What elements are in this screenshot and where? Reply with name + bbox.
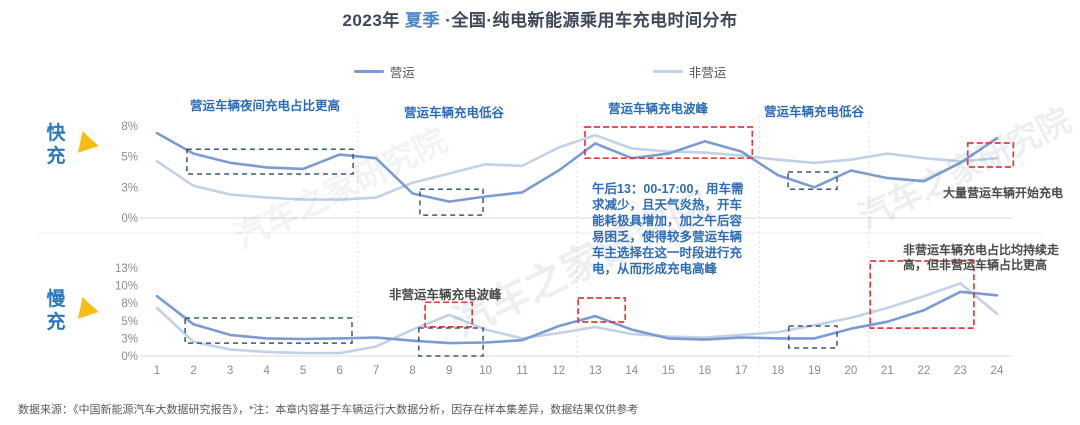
- annotation-fast-valley-1: 营运车辆充电低谷: [404, 106, 505, 120]
- x-axis-label: 15: [662, 365, 675, 377]
- data-source-note: 数据来源：《中国新能源汽车大数据研究报告》，*注：本章内容基于车辆运行大数据分析…: [18, 404, 639, 416]
- x-axis-label: 2: [190, 365, 196, 377]
- highlight-box-navy: [787, 171, 838, 190]
- highlight-box-red: [577, 297, 627, 323]
- x-axis-label: 22: [918, 365, 931, 377]
- x-axis-label: 10: [479, 365, 492, 377]
- title-season: 夏季: [405, 11, 440, 30]
- legend-item-operating: 营运: [353, 62, 415, 81]
- y-axis-tick-label: 8%: [121, 298, 138, 310]
- y-axis-tick-label: 0%: [121, 351, 138, 363]
- x-axis-label: 23: [954, 365, 967, 377]
- x-axis-label: 8: [409, 365, 415, 377]
- x-axis-label: 17: [735, 365, 748, 377]
- y-axis-tick-label: 5%: [121, 316, 138, 328]
- annotation-afternoon-note: 午后13：00-17:00，用车需求减少，且天气炎热，开车能耗极具增加，加之午后…: [592, 182, 744, 276]
- x-axis-label: 14: [625, 365, 638, 377]
- x-axis-label: 6: [336, 365, 342, 377]
- legend-item-non-operating: 非营运: [652, 62, 727, 81]
- highlight-box-red: [584, 126, 754, 160]
- title-suffix: ·全国·纯电新能源乘用车充电时间分布: [440, 11, 738, 30]
- x-axis-label: 5: [300, 365, 306, 377]
- x-axis-label: 3: [227, 365, 233, 377]
- x-axis-label: 1: [154, 365, 160, 377]
- highlight-box-navy: [788, 325, 838, 349]
- legend-label-operating: 营运: [389, 66, 415, 80]
- non-operating-line-swatch-icon: [652, 70, 683, 73]
- x-axis-label: 20: [844, 365, 857, 377]
- operating-line-swatch-icon: [353, 70, 384, 73]
- annotation-slow-peak: 非营运车辆充电波峰: [389, 288, 502, 302]
- y-axis-tick-label: 13%: [115, 263, 138, 275]
- annotation-fast-evening-start: 大量营运车辆开始充电: [943, 186, 1064, 200]
- y-axis-tick-label: 3%: [121, 333, 138, 345]
- y-axis-tick-label: 8%: [121, 121, 138, 133]
- fast-charge-panel-label: 快充: [46, 123, 66, 167]
- series-line-non-operating: [155, 133, 999, 201]
- series-line-non-operating: [155, 281, 999, 355]
- highlight-box-red: [869, 260, 975, 329]
- annotation-fast-peak: 营运车辆充电波峰: [608, 102, 709, 116]
- x-axis-label: 13: [589, 365, 602, 377]
- x-axis-label: 21: [881, 365, 894, 377]
- chart-legend: 营运 非营运: [0, 62, 1080, 81]
- highlight-box-red: [424, 301, 474, 328]
- x-axis-label: 11: [516, 365, 528, 377]
- x-axis-label: 9: [446, 365, 452, 377]
- x-axis-label: 12: [552, 365, 565, 377]
- y-axis-tick-label: 5%: [121, 152, 138, 164]
- x-axis-label: 19: [808, 365, 821, 377]
- highlight-box-navy: [184, 317, 353, 344]
- y-axis-tick-label: 10%: [115, 281, 138, 293]
- highlight-box-red: [966, 142, 1015, 168]
- series-line-operating: [155, 131, 999, 203]
- x-axis-label: 24: [991, 365, 1004, 377]
- series-line-operating: [155, 290, 999, 345]
- x-axis-label: 18: [771, 365, 784, 377]
- page-title: 2023年 夏季 ·全国·纯电新能源乘用车充电时间分布: [0, 6, 1080, 31]
- y-axis-tick-label: 0%: [121, 213, 138, 225]
- legend-label-non-operating: 非营运: [688, 66, 727, 80]
- highlight-box-navy: [186, 148, 354, 175]
- y-axis-tick-label: 3%: [121, 182, 138, 194]
- highlight-box-navy: [419, 188, 484, 216]
- x-axis-label: 16: [698, 365, 711, 377]
- annotation-fast-valley-2: 营运车辆充电低谷: [764, 105, 865, 119]
- annotation-fast-night-share: 营运车辆夜间充电占比更高: [190, 99, 341, 113]
- x-axis-label: 4: [263, 365, 270, 377]
- slow-charge-panel-label: 慢充: [46, 289, 66, 333]
- title-prefix: 2023年: [342, 11, 405, 30]
- x-axis-label: 7: [373, 365, 379, 377]
- annotation-slow-trend: 非营运车辆充电占比均持续走高，但非营运车辆占比更高: [903, 243, 1060, 272]
